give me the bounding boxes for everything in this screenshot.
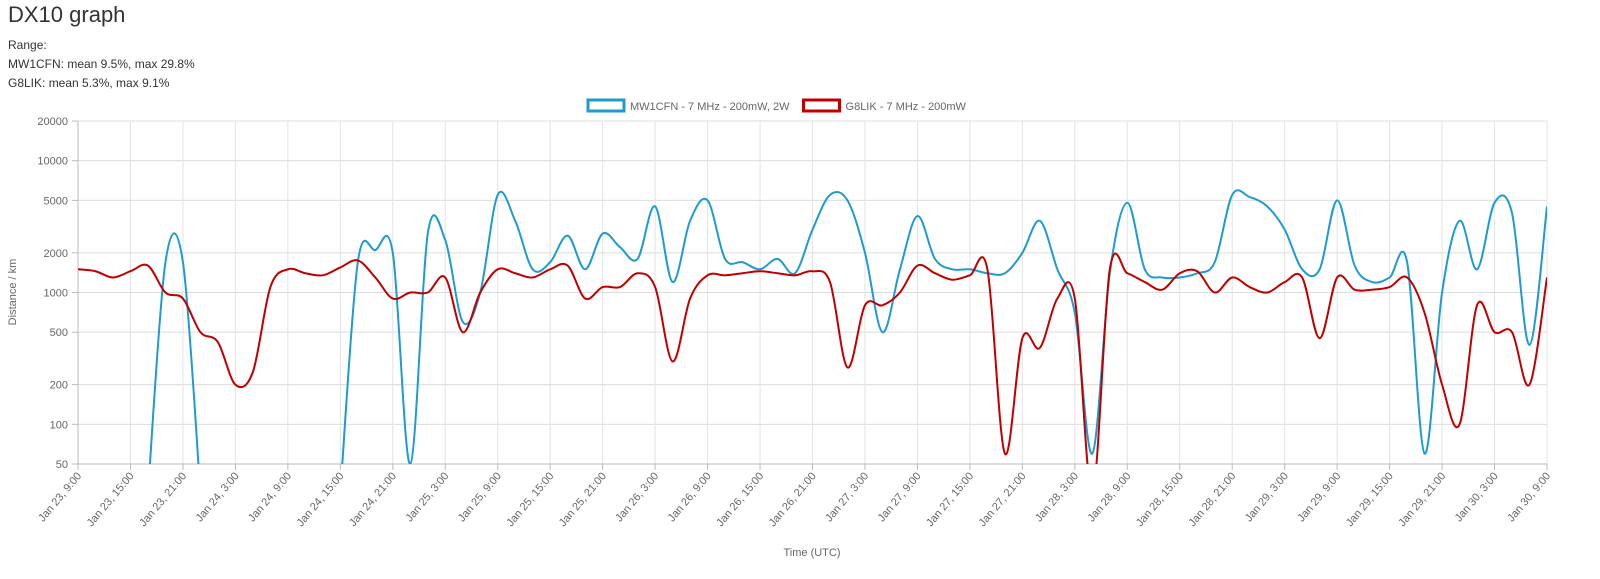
x-tick-label: Jan 24, 21:00 [347, 470, 399, 529]
y-tick-label: 200 [50, 380, 68, 392]
y-tick-label: 10000 [37, 156, 68, 168]
y-tick-label: 500 [50, 327, 68, 339]
y-tick-label: 5000 [44, 195, 68, 207]
x-tick-label: Jan 23, 15:00 [85, 470, 137, 529]
y-tick-label: 20000 [37, 116, 68, 128]
x-tick-label: Jan 29, 21:00 [1396, 470, 1448, 529]
x-tick-label: Jan 26, 15:00 [714, 470, 766, 529]
legend-swatch [586, 98, 626, 113]
subtitle: Range: [8, 38, 47, 52]
subtitle: G8LIK: mean 5.3%, max 9.1% [8, 76, 170, 90]
x-tick-label: Jan 24, 3:00 [194, 470, 242, 524]
legend-label: MW1CFN - 7 MHz - 200mW, 2W [630, 101, 790, 113]
x-tick-label: Jan 27, 9:00 [876, 470, 924, 524]
x-tick-label: Jan 25, 15:00 [504, 470, 556, 529]
x-tick-label: Jan 23, 9:00 [36, 470, 84, 524]
x-tick-label: Jan 25, 21:00 [557, 470, 609, 529]
y-tick-label: 1000 [44, 288, 68, 300]
x-tick-label: Jan 29, 9:00 [1295, 470, 1343, 524]
x-tick-label: Jan 28, 21:00 [1186, 470, 1238, 529]
x-tick-label: Jan 26, 3:00 [613, 470, 661, 524]
x-tick-label: Jan 28, 15:00 [1134, 470, 1186, 529]
x-tick-label: Jan 27, 21:00 [977, 470, 1029, 529]
x-tick-label: Jan 25, 9:00 [456, 470, 504, 524]
series-line [148, 189, 1547, 464]
x-tick-label: Jan 27, 15:00 [924, 470, 976, 529]
x-tick-label: Jan 30, 3:00 [1453, 470, 1501, 524]
legend: MW1CFN - 7 MHz - 200mW, 2W G8LIK - 7 MHz … [586, 98, 967, 113]
y-tick-label: 50 [56, 459, 68, 471]
x-tick-label: Jan 27, 3:00 [823, 470, 871, 524]
chart-title: DX10 graph [8, 2, 125, 27]
x-tick-label: Jan 26, 21:00 [767, 470, 819, 529]
x-tick-label: Jan 29, 15:00 [1344, 470, 1396, 529]
series-line [78, 252, 1547, 464]
x-tick-label: Jan 28, 9:00 [1085, 470, 1133, 524]
legend-swatch [802, 98, 842, 113]
x-tick-label: Jan 26, 9:00 [666, 470, 714, 524]
legend-label: G8LIK - 7 MHz - 200mW [846, 101, 967, 113]
x-tick-label: Jan 25, 3:00 [403, 470, 451, 524]
y-axis-label: Distance / km [7, 259, 19, 326]
x-tick-label: Jan 29, 3:00 [1243, 470, 1291, 524]
x-tick-label: Jan 24, 15:00 [295, 470, 347, 529]
y-tick-label: 2000 [44, 248, 68, 260]
y-tick-label: 100 [50, 419, 68, 431]
subtitle: MW1CFN: mean 9.5%, max 29.8% [8, 57, 195, 71]
x-tick-label: Jan 28, 3:00 [1033, 470, 1081, 524]
x-tick-label: Jan 24, 9:00 [246, 470, 294, 524]
x-tick-label: Jan 23, 21:00 [137, 470, 189, 529]
x-tick-label: Jan 30, 9:00 [1505, 470, 1553, 524]
x-axis-label: Time (UTC) [783, 547, 840, 559]
